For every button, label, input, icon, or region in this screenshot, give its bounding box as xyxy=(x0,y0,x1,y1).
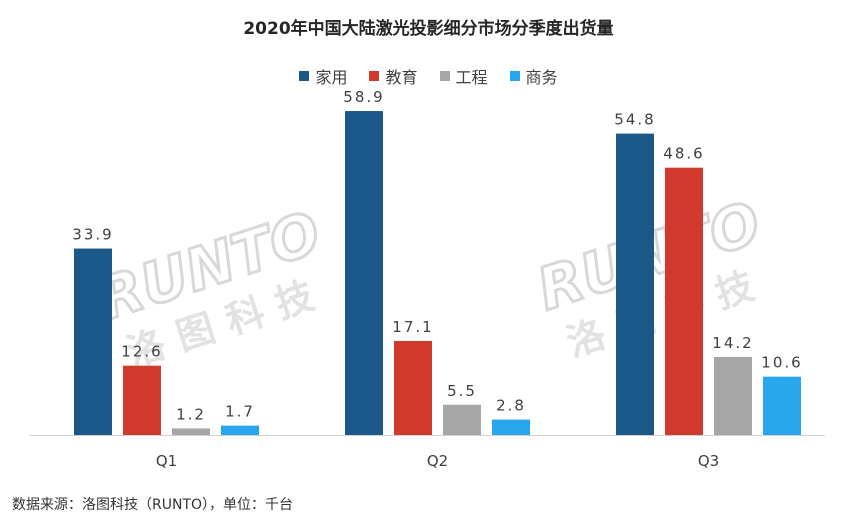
bar-q2-1 xyxy=(394,340,432,435)
legend-item: 家用 xyxy=(299,64,347,88)
legend-swatch xyxy=(439,71,450,81)
bar-q3-1 xyxy=(665,167,703,435)
x-tick-label: Q2 xyxy=(427,452,448,470)
bar-q3-0 xyxy=(616,133,654,435)
data-label: 5.5 xyxy=(447,382,477,400)
legend-swatch xyxy=(509,71,520,81)
data-label: 33.9 xyxy=(72,226,113,244)
data-label: 12.6 xyxy=(121,343,162,361)
data-label: 54.8 xyxy=(614,111,655,129)
data-label: 1.7 xyxy=(225,403,255,421)
bar-q3-2 xyxy=(714,356,752,435)
legend-label: 家用 xyxy=(315,68,348,87)
legend-swatch xyxy=(299,71,310,81)
legend-item: 工程 xyxy=(439,64,488,88)
x-tick-label: Q3 xyxy=(698,452,719,470)
legend-label: 教育 xyxy=(385,68,418,87)
legend-item: 教育 xyxy=(369,64,418,88)
legend-label: 商务 xyxy=(525,68,558,87)
x-tick-label: Q1 xyxy=(156,452,177,470)
data-label: 17.1 xyxy=(392,318,433,336)
bar-q2-0 xyxy=(345,111,383,436)
bar-q1-0 xyxy=(74,248,112,435)
legend-swatch xyxy=(369,71,380,81)
bar-q1-3 xyxy=(221,425,259,435)
data-label: 10.6 xyxy=(761,354,802,372)
source-note: 数据来源：洛图科技（RUNTO），单位：千台 xyxy=(12,497,294,513)
bar-q1-1 xyxy=(123,365,161,435)
legend-label: 工程 xyxy=(455,68,488,87)
chart-title: 2020年中国大陆激光投影细分市场分季度出货量 xyxy=(243,19,614,39)
bar-q1-2 xyxy=(172,428,210,435)
data-label: 2.8 xyxy=(496,397,526,415)
bar-q2-2 xyxy=(443,404,481,435)
data-label: 1.2 xyxy=(176,405,206,423)
data-label: 48.6 xyxy=(663,145,704,163)
legend-item: 商务 xyxy=(509,64,558,88)
data-label: 58.9 xyxy=(343,88,384,106)
bar-q2-3 xyxy=(492,419,530,435)
legend: 家用 教育 工程 商务 xyxy=(0,64,857,88)
data-label: 14.2 xyxy=(712,334,753,352)
bar-q3-3 xyxy=(763,376,801,435)
